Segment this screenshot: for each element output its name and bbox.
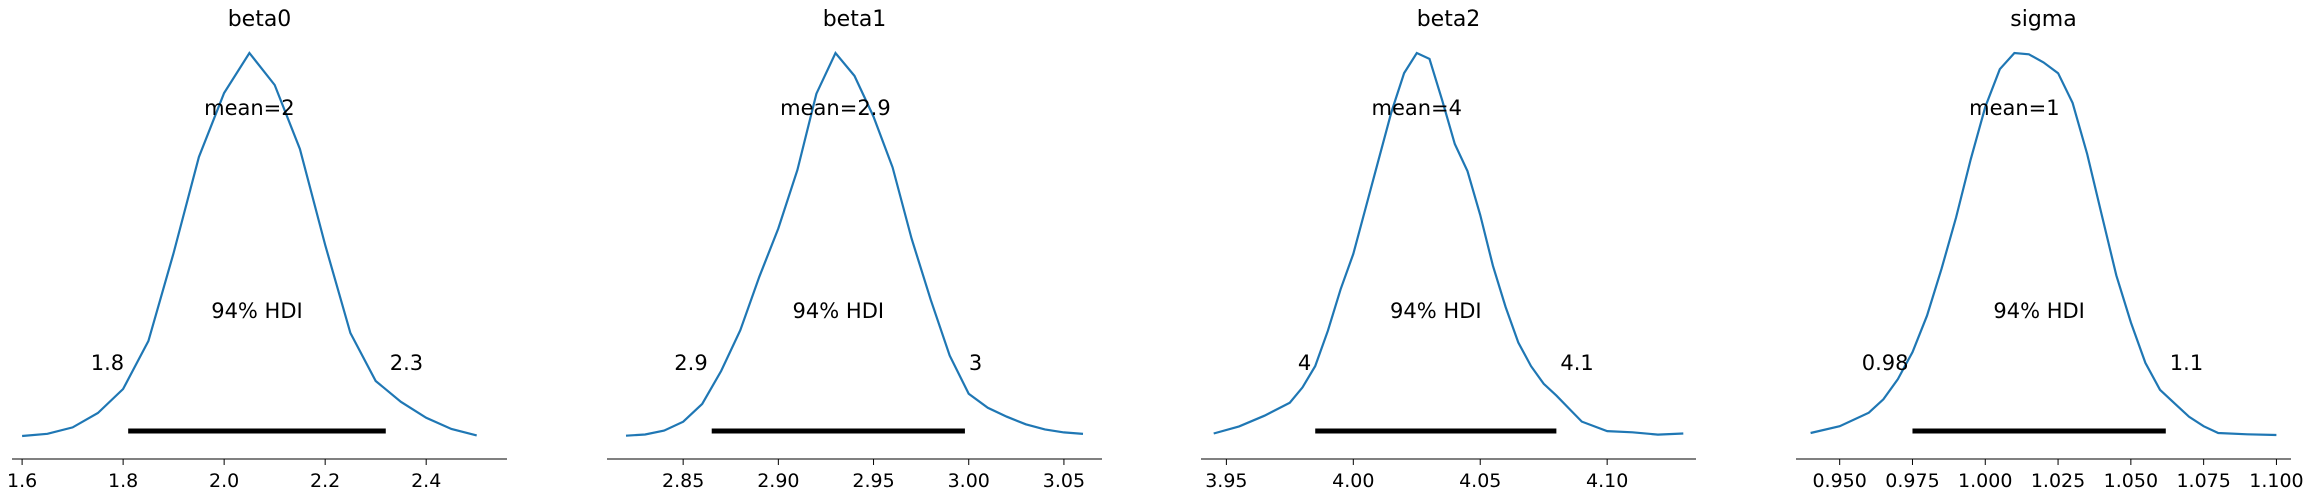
panel-title: beta0 (228, 7, 292, 32)
hdi-high-label: 3 (969, 351, 982, 375)
x-tick-label: 3.00 (948, 470, 990, 492)
panel-title: sigma (2010, 7, 2076, 32)
x-tick-label: 1.025 (2031, 470, 2085, 492)
panel-beta0: beta0 mean=2 94% HDI 1.8 2.3 1.6 1.8 2.0 2.2 2.4 (7, 7, 507, 492)
mean-label: mean=2 (204, 96, 295, 120)
panel-sigma: sigma mean=1 94% HDI 0.98 1.1 0.950 0.975 1.000… (1796, 7, 2304, 492)
x-tick-label: 1.100 (2249, 470, 2303, 492)
hdi-low-label: 2.9 (674, 351, 707, 375)
hdi-label: 94% HDI (793, 299, 885, 323)
mean-label: mean=2.9 (780, 96, 891, 120)
hdi-low-label: 1.8 (91, 351, 124, 375)
x-tick-label: 4.10 (1586, 470, 1628, 492)
hdi-label: 94% HDI (1993, 299, 2085, 323)
x-tick-label: 2.0 (209, 470, 239, 492)
hdi-low-label: 4 (1298, 351, 1311, 375)
x-tick-label: 2.4 (411, 470, 441, 492)
x-tick-label: 2.2 (310, 470, 340, 492)
x-tick-label: 3.05 (1043, 470, 1085, 492)
mean-label: mean=4 (1372, 96, 1463, 120)
hdi-high-label: 4.1 (1560, 351, 1593, 375)
x-tick-label: 1.075 (2176, 470, 2230, 492)
density-line (1213, 51, 1684, 436)
panel-title: beta1 (823, 7, 887, 32)
density-line (1810, 51, 2277, 437)
hdi-high-label: 1.1 (2170, 351, 2203, 375)
x-tick-label: 3.95 (1205, 470, 1247, 492)
x-tick-label: 1.8 (108, 470, 138, 492)
x-tick-label: 2.85 (662, 470, 704, 492)
hdi-low-label: 0.98 (1862, 351, 1909, 375)
density-line (625, 50, 1084, 437)
x-tick-label: 2.95 (852, 470, 894, 492)
hdi-high-label: 2.3 (390, 351, 423, 375)
panel-beta2: beta2 mean=4 94% HDI 4 4.1 3.95 4.00 4.05 4.10 (1201, 7, 1696, 492)
hdi-label: 94% HDI (1390, 299, 1482, 323)
hdi-label: 94% HDI (211, 299, 303, 323)
x-tick-label: 1.050 (2104, 470, 2158, 492)
x-tick-label: 0.950 (1812, 470, 1866, 492)
x-tick-label: 1.000 (1958, 470, 2012, 492)
mean-label: mean=1 (1969, 96, 2060, 120)
x-tick-label: 4.00 (1332, 470, 1374, 492)
x-tick-label: 1.6 (7, 470, 37, 492)
panel-beta1: beta1 mean=2.9 94% HDI 2.9 3 2.85 2.90 2.95 3.00… (607, 7, 1102, 492)
x-tick-label: 2.90 (757, 470, 799, 492)
x-tick-label: 4.05 (1459, 470, 1501, 492)
panel-title: beta2 (1417, 7, 1481, 32)
x-tick-label: 0.975 (1885, 470, 1939, 492)
density-line (22, 51, 477, 438)
